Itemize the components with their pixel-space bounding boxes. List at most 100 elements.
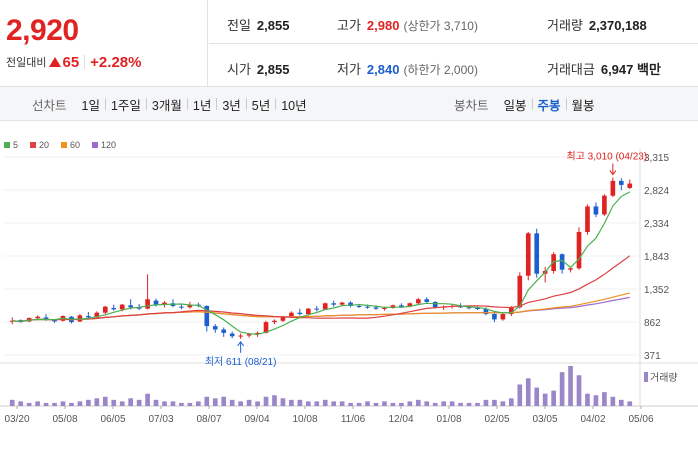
period-button[interactable]: 5년	[251, 98, 271, 113]
volume-bar	[136, 399, 142, 406]
lower-limit: (하한가 2,000)	[403, 63, 478, 77]
x-tick-label: 08/07	[196, 414, 221, 425]
legend-swatch	[61, 142, 68, 148]
volume-bar	[153, 399, 159, 406]
volume-bar	[18, 401, 24, 406]
change-row: 전일대비 65 +2.28%	[6, 53, 141, 71]
legend-swatch	[4, 142, 10, 148]
volume-bar	[305, 401, 311, 406]
legend-swatch	[30, 142, 37, 148]
period-button[interactable]: 1주일	[110, 98, 141, 113]
volume-bar	[26, 402, 32, 406]
candle-body	[280, 317, 286, 321]
candle-body	[483, 308, 489, 315]
volume-legend-swatch	[644, 372, 648, 382]
high-annotation: 최고 3,010 (04/23)	[567, 151, 648, 163]
volume-bar	[610, 396, 616, 406]
candle-body	[119, 304, 125, 310]
x-tick-label: 09/04	[244, 414, 269, 425]
volume-bar	[415, 399, 421, 406]
low-arrow-head-icon	[237, 341, 245, 347]
legend-item: 120	[92, 140, 116, 150]
volume-bar	[348, 402, 353, 406]
x-tick-label: 07/03	[148, 414, 173, 425]
candle-body	[424, 299, 430, 302]
stat-value: 2,855	[256, 62, 290, 77]
period-button[interactable]: 주봉	[537, 98, 561, 113]
candle-body	[365, 306, 370, 308]
divider	[216, 98, 218, 110]
volume-bar	[170, 401, 176, 406]
y-tick-label: 371	[644, 351, 661, 362]
legend-item: 60	[61, 140, 80, 150]
divider	[245, 98, 247, 110]
candle-body	[272, 320, 277, 323]
candle-body	[407, 303, 413, 307]
stat-label: 전일	[227, 18, 251, 33]
period-button[interactable]: 10년	[281, 98, 307, 113]
stat-volume: 거래량 2,370,188	[547, 15, 647, 34]
volume-bar	[407, 401, 413, 406]
volume-bar	[432, 402, 438, 406]
volume-bar	[179, 402, 184, 406]
candle-body	[576, 231, 582, 269]
volume-bar	[314, 401, 320, 406]
volume-bar	[534, 387, 540, 406]
volume-bar	[576, 375, 582, 406]
y-tick-label: 1,352	[644, 285, 669, 296]
volume-bar	[602, 392, 607, 406]
volume-bar	[551, 390, 556, 406]
volume-bar	[43, 402, 49, 406]
stat-label: 시가	[227, 62, 251, 77]
volume-bar	[441, 401, 446, 406]
price-chart[interactable]: 3,315 2,824 2,334 1,843 1,352 862 371 최고 3,010 …	[0, 121, 698, 451]
period-button[interactable]: 3년	[222, 98, 241, 113]
divider	[275, 98, 277, 110]
stat-label: 저가	[337, 62, 361, 77]
divider	[186, 98, 188, 110]
volume-bar	[94, 398, 100, 406]
line-chart-title: 선차트	[32, 98, 67, 113]
quote-stats: 전일 2,855 고가 2,980 (상한가 3,710) 거래량 2,370,188 …	[209, 0, 698, 87]
candle-body	[255, 332, 260, 335]
y-tick-label: 2,824	[644, 186, 669, 197]
volume-bar	[196, 401, 201, 406]
period-button[interactable]: 월봉	[571, 98, 595, 113]
volume-bar	[238, 401, 243, 406]
candle-body	[534, 233, 540, 274]
candle-body	[568, 268, 573, 270]
legend-swatch	[92, 142, 99, 148]
candle-body	[297, 312, 303, 315]
period-button[interactable]: 1년	[192, 98, 212, 113]
period-button[interactable]: 일봉	[503, 98, 527, 113]
change-amount: 65	[62, 53, 80, 71]
change-rate: +2.28%	[90, 53, 142, 71]
volume-bar	[390, 402, 396, 406]
volume-bar	[373, 402, 379, 406]
stat-label: 고가	[337, 18, 361, 33]
candle-chart-title: 봉차트	[454, 98, 489, 113]
candle-body	[111, 307, 117, 310]
period-button[interactable]: 3개월	[151, 98, 182, 113]
volume-bar	[593, 395, 599, 406]
volume-bar	[52, 402, 57, 406]
volume-bar	[331, 401, 337, 406]
candle-body	[399, 305, 404, 307]
period-button[interactable]: 1일	[81, 98, 100, 113]
ma-legend: 5 20 60 120	[4, 140, 128, 150]
volume-bar	[382, 401, 387, 406]
volume-bar	[339, 401, 345, 406]
candle-body	[475, 307, 480, 309]
stat-value: 2,855	[256, 18, 290, 33]
volume-bar	[365, 401, 370, 406]
stat-value: 2,980	[366, 18, 400, 33]
y-tick-label: 1,843	[644, 252, 669, 263]
volume-bar	[212, 398, 218, 406]
x-tick-label: 05/06	[628, 414, 653, 425]
volume-bar	[517, 384, 523, 406]
divider	[565, 98, 567, 110]
low-annotation: 최저 611 (08/21)	[205, 356, 277, 368]
x-tick-label: 10/08	[292, 414, 317, 425]
volume-bar	[111, 399, 117, 406]
volume-bar	[509, 398, 514, 406]
